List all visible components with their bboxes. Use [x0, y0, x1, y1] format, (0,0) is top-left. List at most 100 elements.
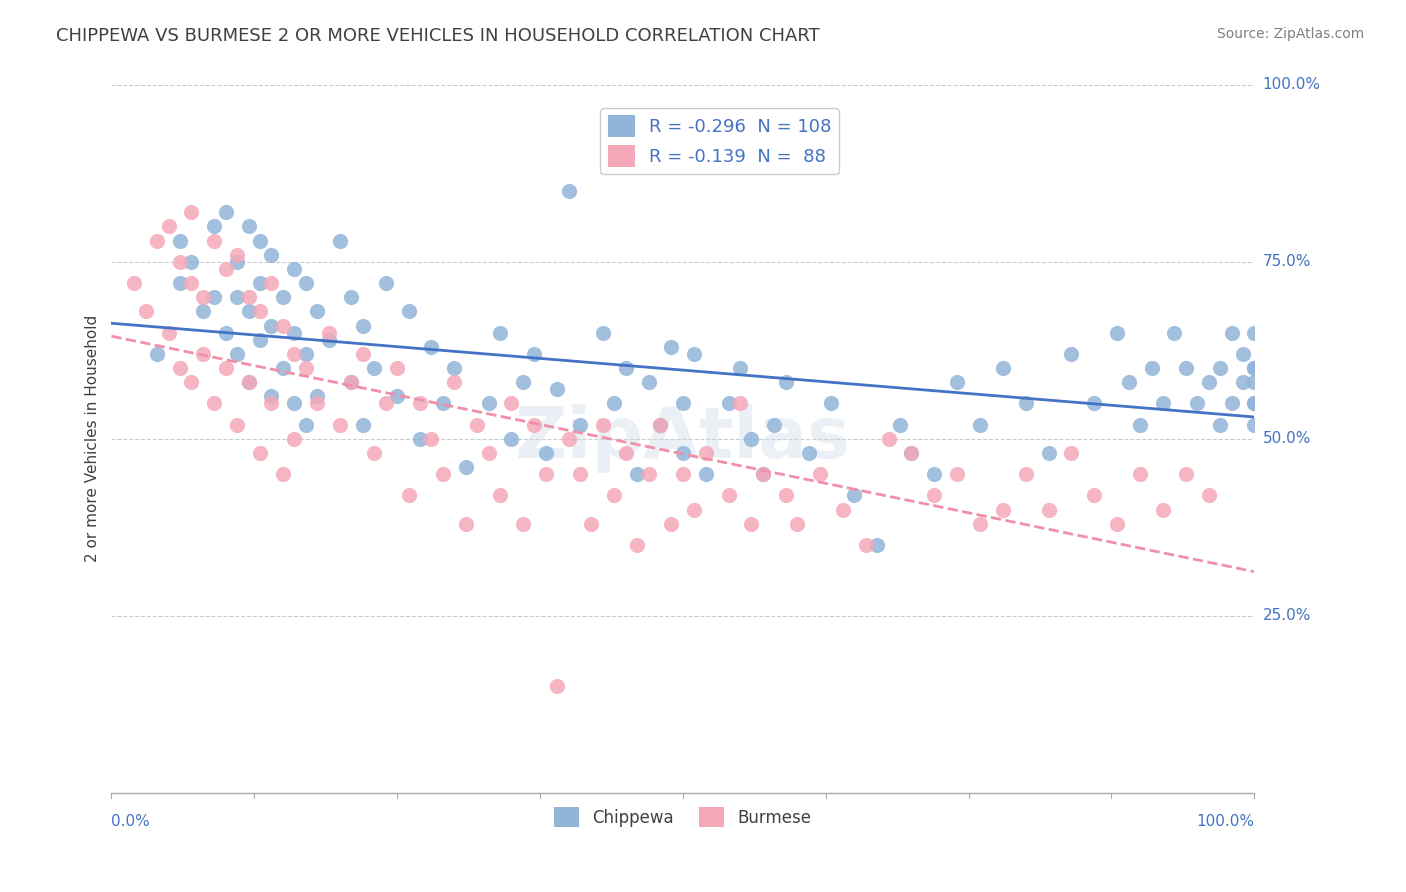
- Point: [581, 516, 603, 531]
- Point: [478, 446, 501, 460]
- Point: [432, 396, 454, 410]
- Point: [820, 396, 842, 410]
- Point: [1198, 375, 1220, 389]
- Point: [202, 396, 225, 410]
- Point: [717, 396, 740, 410]
- Y-axis label: 2 or more Vehicles in Household: 2 or more Vehicles in Household: [86, 315, 100, 563]
- Point: [294, 361, 316, 376]
- Point: [454, 460, 477, 475]
- Point: [157, 219, 180, 234]
- Point: [1174, 361, 1197, 376]
- Point: [454, 516, 477, 531]
- Point: [626, 538, 648, 552]
- Point: [1198, 488, 1220, 502]
- Text: 100.0%: 100.0%: [1197, 814, 1254, 829]
- Point: [238, 304, 260, 318]
- Point: [420, 340, 443, 354]
- Point: [271, 361, 294, 376]
- Point: [180, 276, 202, 290]
- Point: [489, 326, 512, 340]
- Point: [614, 361, 637, 376]
- Point: [226, 255, 249, 269]
- Point: [260, 389, 283, 403]
- Point: [226, 417, 249, 432]
- Point: [512, 375, 534, 389]
- Point: [238, 290, 260, 304]
- Point: [512, 516, 534, 531]
- Text: 100.0%: 100.0%: [1263, 78, 1320, 93]
- Point: [318, 326, 340, 340]
- Point: [1107, 326, 1129, 340]
- Point: [409, 396, 432, 410]
- Point: [637, 375, 659, 389]
- Point: [969, 417, 991, 432]
- Point: [385, 361, 408, 376]
- Point: [775, 375, 797, 389]
- Point: [169, 276, 191, 290]
- Point: [478, 396, 501, 410]
- Point: [695, 446, 717, 460]
- Point: [352, 417, 374, 432]
- Point: [169, 361, 191, 376]
- Point: [1015, 396, 1038, 410]
- Point: [202, 234, 225, 248]
- Point: [226, 290, 249, 304]
- Point: [1187, 396, 1209, 410]
- Point: [1243, 361, 1265, 376]
- Point: [307, 304, 329, 318]
- Point: [1015, 467, 1038, 482]
- Point: [1243, 361, 1265, 376]
- Point: [648, 417, 671, 432]
- Point: [1209, 417, 1232, 432]
- Point: [501, 432, 523, 446]
- Point: [1083, 488, 1105, 502]
- Point: [352, 347, 374, 361]
- Point: [432, 467, 454, 482]
- Point: [271, 318, 294, 333]
- Point: [329, 417, 352, 432]
- Legend: Chippewa, Burmese: Chippewa, Burmese: [547, 800, 818, 834]
- Point: [191, 347, 214, 361]
- Point: [340, 290, 363, 304]
- Text: CHIPPEWA VS BURMESE 2 OR MORE VEHICLES IN HOUSEHOLD CORRELATION CHART: CHIPPEWA VS BURMESE 2 OR MORE VEHICLES I…: [56, 27, 820, 45]
- Point: [340, 375, 363, 389]
- Point: [294, 347, 316, 361]
- Point: [1232, 347, 1254, 361]
- Point: [1232, 375, 1254, 389]
- Point: [1243, 396, 1265, 410]
- Point: [169, 255, 191, 269]
- Point: [1174, 467, 1197, 482]
- Point: [717, 488, 740, 502]
- Point: [283, 262, 305, 277]
- Point: [946, 467, 969, 482]
- Point: [672, 446, 695, 460]
- Point: [283, 347, 305, 361]
- Point: [146, 234, 169, 248]
- Point: [889, 417, 911, 432]
- Point: [294, 276, 316, 290]
- Point: [924, 467, 946, 482]
- Point: [1038, 446, 1060, 460]
- Point: [592, 417, 614, 432]
- Point: [1118, 375, 1140, 389]
- Point: [946, 375, 969, 389]
- Point: [763, 417, 786, 432]
- Point: [260, 276, 283, 290]
- Point: [215, 205, 238, 219]
- Point: [661, 340, 683, 354]
- Point: [1060, 347, 1083, 361]
- Point: [226, 347, 249, 361]
- Point: [1220, 396, 1243, 410]
- Point: [683, 347, 706, 361]
- Point: [420, 432, 443, 446]
- Point: [169, 234, 191, 248]
- Point: [728, 396, 751, 410]
- Point: [695, 467, 717, 482]
- Point: [991, 502, 1014, 516]
- Point: [855, 538, 877, 552]
- Point: [592, 326, 614, 340]
- Point: [249, 234, 271, 248]
- Point: [307, 389, 329, 403]
- Point: [832, 502, 855, 516]
- Point: [283, 396, 305, 410]
